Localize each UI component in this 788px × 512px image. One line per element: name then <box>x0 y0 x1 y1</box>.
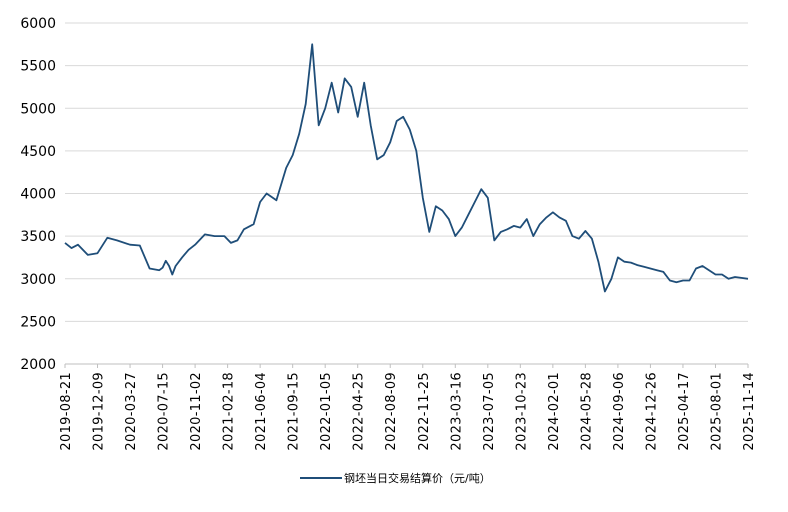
x-tick-label: 2024-05-28 <box>579 372 594 451</box>
x-tick-label: 2021-06-04 <box>254 372 269 451</box>
y-tick-label: 3500 <box>20 229 56 245</box>
y-tick-label: 6000 <box>20 16 56 32</box>
series-lines <box>64 43 749 293</box>
x-axis-tick-labels: 2019-08-21 2019-12-09 2020-03-27 2020-07-15… <box>59 372 757 451</box>
x-tick-label: 2022-11-25 <box>417 372 432 451</box>
legend: 钢坯当日交易结算价（元/吨） <box>300 471 491 485</box>
grid-lines <box>64 22 749 368</box>
x-tick-label: 2021-09-15 <box>287 372 302 451</box>
x-tick-label: 2024-02-01 <box>547 372 562 451</box>
x-tick-label: 2020-07-15 <box>157 372 172 451</box>
y-tick-label: 3000 <box>20 272 56 288</box>
y-tick-label: 5000 <box>20 101 56 117</box>
x-tick-label: 2024-09-06 <box>612 372 627 451</box>
x-tick-label: 2021-02-18 <box>222 372 237 451</box>
x-tick-label: 2019-12-09 <box>92 372 107 451</box>
x-tick-label: 2024-12-26 <box>644 372 659 451</box>
x-tick-label: 2019-08-21 <box>59 372 74 451</box>
y-tick-label: 2000 <box>20 357 56 373</box>
y-tick-label: 4000 <box>20 187 56 203</box>
y-tick-label: 2500 <box>20 314 56 330</box>
x-tick-label: 2025-11-14 <box>742 372 757 451</box>
x-tick-label: 2022-01-05 <box>319 372 334 451</box>
x-tick-label: 2025-04-17 <box>677 372 692 451</box>
y-tick-label: 4500 <box>20 144 56 160</box>
legend-label: 钢坯当日交易结算价（元/吨） <box>344 471 491 485</box>
x-tick-label: 2020-11-02 <box>189 372 204 451</box>
x-tick-label: 2022-04-25 <box>352 372 367 451</box>
x-tick-label: 2022-08-09 <box>384 372 399 451</box>
x-tick-label: 2023-03-16 <box>449 372 464 451</box>
x-tick-label: 2023-10-23 <box>514 372 529 451</box>
series-line-0 <box>64 43 749 293</box>
y-tick-label: 5500 <box>20 59 56 75</box>
x-tick-label: 2025-08-01 <box>709 372 724 451</box>
x-tick-label: 2023-07-05 <box>482 372 497 451</box>
y-axis-tick-labels: 2000 2500 3000 3500 4000 4500 5000 5500 6000 <box>20 16 56 373</box>
x-tick-label: 2020-03-27 <box>124 372 139 451</box>
